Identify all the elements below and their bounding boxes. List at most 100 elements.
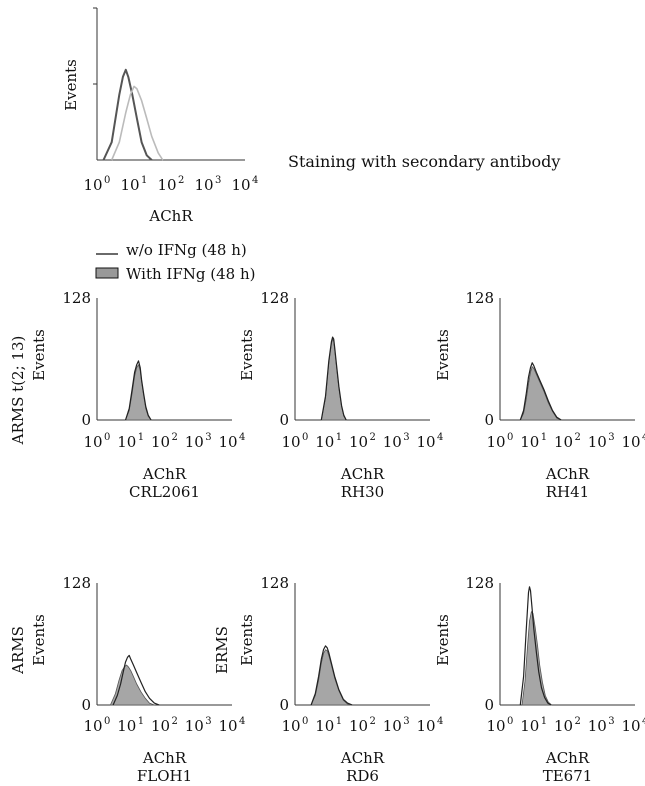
x-tick-label: 10 [218, 717, 237, 735]
sample-label: RD6 [346, 767, 379, 785]
x-tick-exponent: 1 [336, 432, 342, 443]
row-label-arms-t213: ARMS t(2; 13) [9, 336, 27, 446]
x-tick-label: 10 [486, 433, 505, 451]
caption-text: Staining with secondary antibody [288, 152, 560, 171]
panel-rh41: 0128100101102103104EventsAChRRH41 [434, 289, 645, 501]
x-tick-exponent: 2 [575, 432, 581, 443]
x-tick-exponent: 3 [205, 716, 211, 727]
histogram-without-ifng [320, 336, 347, 421]
x-tick-exponent: 3 [205, 432, 211, 443]
y-axis-label: Events [30, 329, 48, 381]
y-tick-label: 128 [465, 574, 494, 592]
x-tick-label: 10 [120, 176, 139, 194]
x-axis-label: AChR [142, 465, 187, 483]
x-tick-label: 10 [218, 433, 237, 451]
row-label-erms: ERMS [213, 626, 231, 674]
y-axis-label: Events [30, 614, 48, 666]
histogram-with-ifng [110, 664, 155, 706]
x-tick-exponent: 2 [575, 716, 581, 727]
x-tick-exponent: 3 [215, 175, 221, 186]
histogram-control-light [110, 85, 164, 161]
y-tick-label: 0 [81, 696, 91, 714]
x-tick-exponent: 2 [172, 716, 178, 727]
x-tick-label: 10 [281, 717, 300, 735]
x-tick-exponent: 0 [302, 432, 308, 443]
y-tick-label: 128 [260, 574, 289, 592]
x-tick-exponent: 3 [403, 716, 409, 727]
x-tick-label: 10 [349, 717, 368, 735]
x-tick-exponent: 0 [104, 716, 110, 727]
sample-label: CRL2061 [129, 483, 200, 501]
x-tick-label: 10 [621, 717, 640, 735]
histogram-without-ifng [519, 586, 552, 706]
y-tick-label: 128 [465, 289, 494, 307]
x-tick-exponent: 0 [507, 432, 513, 443]
x-axis-label: AChR [340, 749, 385, 767]
histogram-without-ifng [519, 362, 562, 421]
histogram-without-ifng [112, 654, 160, 706]
x-tick-label: 10 [151, 433, 170, 451]
x-tick-exponent: 1 [141, 175, 147, 186]
x-tick-exponent: 2 [370, 716, 376, 727]
x-tick-label: 10 [621, 433, 640, 451]
x-tick-label: 10 [83, 176, 102, 194]
histogram-without-ifng [310, 645, 353, 706]
x-tick-exponent: 0 [104, 432, 110, 443]
x-tick-exponent: 1 [541, 432, 547, 443]
histogram-control-dark [102, 68, 153, 161]
x-tick-exponent: 0 [507, 716, 513, 727]
y-axis-label: Events [434, 614, 452, 666]
x-tick-label: 10 [520, 717, 539, 735]
y-axis-label: Events [238, 614, 256, 666]
legend-filled-swatch [95, 267, 119, 279]
x-tick-exponent: 4 [239, 716, 245, 727]
x-tick-exponent: 2 [172, 432, 178, 443]
x-tick-label: 10 [281, 433, 300, 451]
row-label-arms: ARMS [9, 626, 27, 675]
x-tick-label: 10 [315, 433, 334, 451]
sample-label: RH30 [341, 483, 384, 501]
x-tick-exponent: 0 [302, 716, 308, 727]
y-tick-label: 0 [279, 696, 289, 714]
y-tick-label: 0 [484, 696, 494, 714]
x-tick-label: 10 [185, 717, 204, 735]
x-tick-exponent: 3 [608, 432, 614, 443]
x-tick-exponent: 1 [138, 716, 144, 727]
x-tick-exponent: 2 [370, 432, 376, 443]
x-tick-label: 10 [588, 433, 607, 451]
sample-label: FLOH1 [137, 767, 192, 785]
x-tick-label: 10 [416, 717, 435, 735]
x-tick-label: 10 [554, 433, 573, 451]
x-tick-exponent: 2 [178, 175, 184, 186]
x-tick-exponent: 1 [541, 716, 547, 727]
x-tick-exponent: 3 [608, 716, 614, 727]
x-axis-label: AChR [148, 207, 193, 225]
y-tick-label: 128 [62, 574, 91, 592]
legend: w/o IFNg (48 h) With IFNg (48 h) [95, 241, 255, 283]
y-tick-label: 0 [484, 411, 494, 429]
x-tick-label: 10 [83, 433, 102, 451]
x-tick-label: 10 [486, 717, 505, 735]
y-tick-label: 0 [81, 411, 91, 429]
x-tick-label: 10 [185, 433, 204, 451]
sample-label: RH41 [546, 483, 589, 501]
x-axis-label: AChR [545, 465, 590, 483]
x-axis-label: AChR [545, 749, 590, 767]
x-tick-label: 10 [83, 717, 102, 735]
x-tick-label: 10 [231, 176, 250, 194]
x-tick-label: 10 [151, 717, 170, 735]
x-tick-exponent: 4 [437, 432, 443, 443]
y-tick-label: 0 [279, 411, 289, 429]
x-tick-label: 10 [315, 717, 334, 735]
x-tick-label: 10 [383, 717, 402, 735]
x-tick-label: 10 [117, 433, 136, 451]
x-tick-label: 10 [194, 176, 213, 194]
x-tick-label: 10 [349, 433, 368, 451]
x-tick-label: 10 [117, 717, 136, 735]
x-tick-label: 10 [520, 433, 539, 451]
panel-te671: 0128100101102103104EventsAChRTE671 [434, 574, 645, 785]
